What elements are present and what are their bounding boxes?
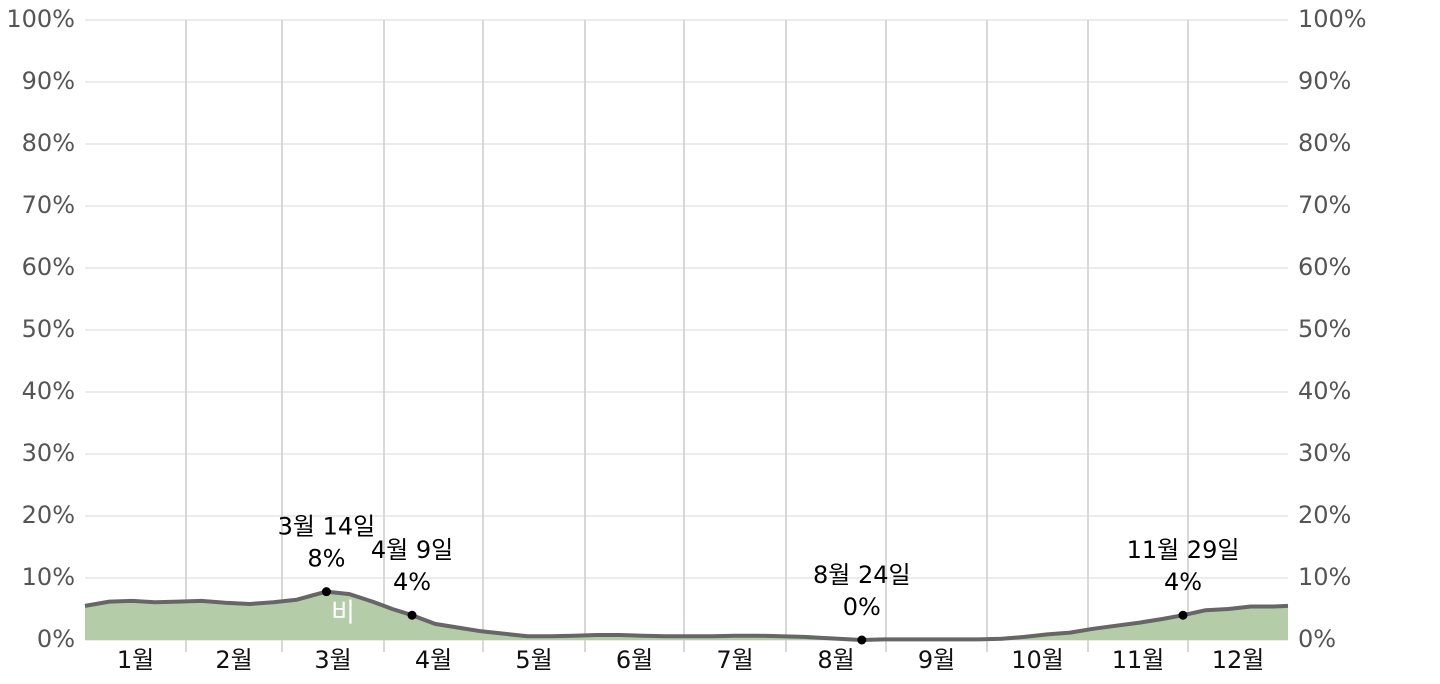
y-tick-label-right: 0% <box>1298 625 1336 653</box>
annotation-value: 4% <box>1164 568 1202 596</box>
annotation-date: 4월 9일 <box>371 536 453 564</box>
annotation-value: 0% <box>843 593 881 621</box>
left-y-axis-ticks: 0% 10% 20% 30% 40% 50% 60% 70% 80% 90% 100% <box>6 5 75 653</box>
annotation: 3월 14일 8% <box>278 513 376 597</box>
y-tick-label-left: 60% <box>22 253 75 281</box>
month-label: 5월 <box>515 646 552 674</box>
vertical-gridlines <box>185 20 1189 652</box>
rain-area <box>85 591 1288 640</box>
month-label: 12월 <box>1212 646 1265 674</box>
y-tick-label-right: 50% <box>1298 315 1351 343</box>
y-tick-label-left: 90% <box>22 67 75 95</box>
month-label: 3월 <box>314 646 351 674</box>
annotation: 4월 9일 4% <box>371 536 453 620</box>
annotation-date: 3월 14일 <box>278 513 376 541</box>
month-label: 2월 <box>215 646 252 674</box>
month-label: 6월 <box>616 646 653 674</box>
series-label: 비 <box>331 599 355 629</box>
y-tick-label-right: 40% <box>1298 377 1351 405</box>
y-tick-label-left: 50% <box>22 315 75 343</box>
annotation-dot <box>407 610 417 620</box>
y-tick-label-left: 10% <box>22 563 75 591</box>
y-tick-label-right: 30% <box>1298 439 1351 467</box>
y-tick-label-right: 70% <box>1298 191 1351 219</box>
rain-line <box>84 589 1289 642</box>
annotations: 3월 14일 8% 4월 9일 4% 8월 24일 0% 11월 29일 4% <box>278 513 1240 645</box>
y-tick-label-left: 30% <box>22 439 75 467</box>
y-tick-label-right: 20% <box>1298 501 1351 529</box>
month-label: 1월 <box>117 646 154 674</box>
annotation-dot <box>857 635 867 645</box>
month-label: 9월 <box>918 646 955 674</box>
annotation: 11월 29일 4% <box>1127 536 1240 620</box>
month-labels: 1월 2월 3월 4월 5월 6월 7월 8월 9월 10월 11월 12월 <box>117 646 1264 674</box>
annotation-date: 8월 24일 <box>813 561 911 589</box>
y-tick-label-left: 80% <box>22 129 75 157</box>
y-tick-label-right: 10% <box>1298 563 1351 591</box>
annotation-dot <box>1178 610 1188 620</box>
horizontal-gridlines <box>85 19 1288 641</box>
y-tick-label-left: 0% <box>37 625 75 653</box>
annotation-value: 8% <box>307 545 345 573</box>
y-tick-label-right: 80% <box>1298 129 1351 157</box>
month-label: 11월 <box>1112 646 1165 674</box>
month-label: 10월 <box>1011 646 1064 674</box>
annotation: 8월 24일 0% <box>813 561 911 645</box>
month-label: 7월 <box>716 646 753 674</box>
y-tick-label-right: 100% <box>1298 5 1367 33</box>
annotation-date: 11월 29일 <box>1127 536 1240 564</box>
y-tick-label-left: 20% <box>22 501 75 529</box>
area-layer <box>84 589 1289 642</box>
month-label: 4월 <box>415 646 452 674</box>
right-y-axis-ticks: 0% 10% 20% 30% 40% 50% 60% 70% 80% 90% 100% <box>1298 5 1367 653</box>
y-tick-label-right: 60% <box>1298 253 1351 281</box>
annotation-value: 4% <box>393 568 431 596</box>
y-tick-label-left: 40% <box>22 377 75 405</box>
month-label: 8월 <box>817 646 854 674</box>
y-tick-label-left: 100% <box>6 5 75 33</box>
annotation-dot <box>321 587 331 597</box>
y-tick-label-left: 70% <box>22 191 75 219</box>
y-tick-label-right: 90% <box>1298 67 1351 95</box>
